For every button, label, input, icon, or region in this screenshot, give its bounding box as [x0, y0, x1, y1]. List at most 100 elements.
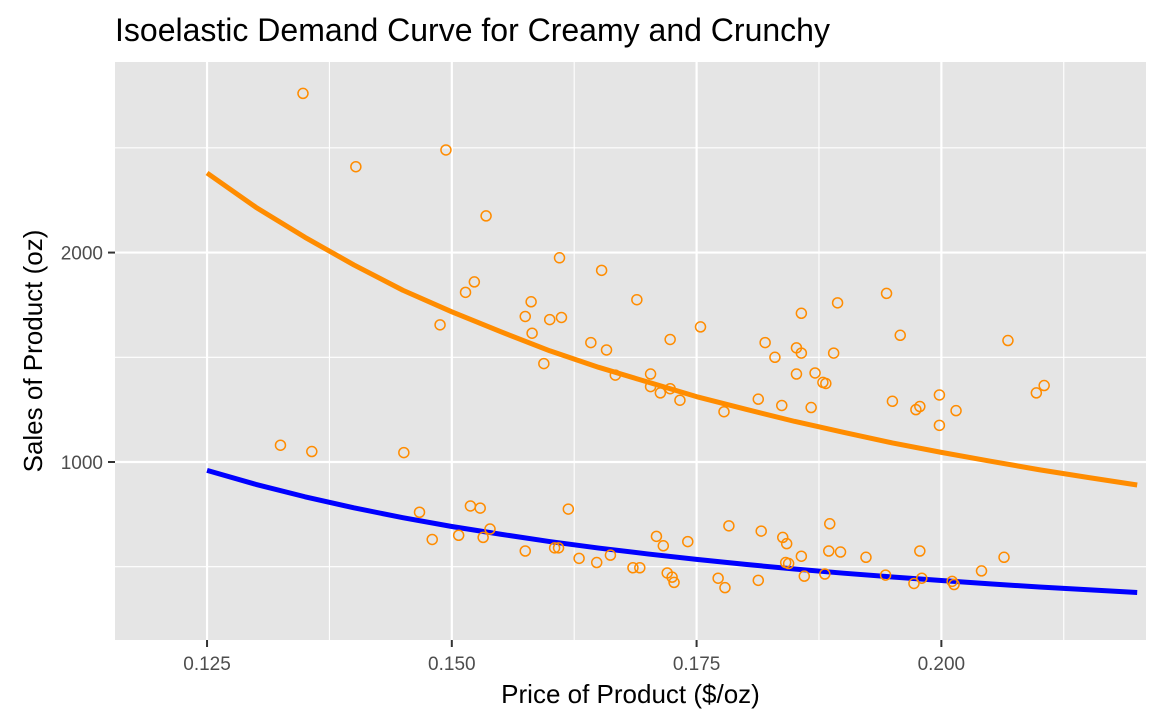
data-point: [908, 577, 920, 590]
data-point: [553, 252, 566, 264]
data-point: [769, 351, 781, 364]
data-point: [274, 439, 287, 451]
data-point: [723, 520, 735, 532]
data-point: [552, 542, 565, 554]
data-point: [440, 144, 452, 156]
y-axis-ticks: 1000 2000: [61, 244, 115, 474]
data-point: [666, 571, 678, 583]
data-point: [644, 380, 657, 393]
data-point: [752, 574, 765, 587]
data-point: [548, 542, 561, 554]
data-point: [474, 502, 486, 514]
y-tick-label: 2000: [61, 244, 103, 265]
data-point: [555, 311, 568, 324]
x-tick-label: 0.175: [673, 654, 721, 675]
data-point: [827, 347, 840, 359]
data-point: [480, 210, 492, 222]
data-point: [459, 286, 472, 299]
data-point: [657, 540, 670, 552]
data-point: [790, 368, 803, 380]
data-point: [664, 382, 676, 395]
data-point: [306, 445, 318, 458]
data-point: [609, 369, 622, 381]
data-point: [604, 549, 617, 561]
data-point: [998, 551, 1010, 564]
minor-gridlines: [115, 62, 1146, 640]
fitted-curves: [205, 170, 1138, 595]
y-tick-label: 1000: [61, 453, 103, 474]
data-point: [894, 329, 906, 342]
data-point: [916, 572, 928, 584]
data-point: [798, 570, 811, 582]
data-point: [650, 530, 663, 543]
data-point: [585, 336, 597, 349]
data-point: [644, 368, 657, 380]
data-point: [752, 393, 765, 405]
data-point: [820, 377, 832, 390]
data-point: [782, 557, 795, 570]
data-point: [914, 545, 926, 557]
data-point: [477, 531, 489, 544]
data-point: [664, 333, 676, 346]
data-point: [777, 531, 789, 544]
data-point: [543, 313, 556, 326]
data-point: [562, 503, 575, 515]
x-axis-title: Price of Product ($/oz): [501, 679, 760, 709]
data-point: [795, 307, 808, 320]
data-point: [718, 405, 730, 418]
data-point: [776, 399, 788, 412]
data-point: [526, 327, 538, 339]
data-points: [274, 87, 1050, 594]
data-point: [824, 518, 836, 530]
data-point: [519, 310, 531, 323]
data-point: [831, 297, 844, 309]
data-point: [595, 264, 608, 277]
data-point: [434, 319, 446, 331]
chart-title: Isoelastic Demand Curve for Creamy and C…: [115, 12, 830, 48]
data-point: [600, 344, 613, 356]
data-point: [682, 535, 694, 548]
data-point: [398, 446, 410, 459]
data-point: [538, 357, 550, 370]
data-point: [819, 568, 831, 580]
data-point: [860, 551, 872, 564]
data-point: [525, 296, 537, 308]
data-point: [880, 287, 893, 300]
data-point: [573, 552, 585, 565]
plot-panel: [115, 62, 1146, 640]
data-point: [631, 293, 643, 306]
major-gridlines: [115, 62, 1146, 640]
data-point: [1038, 379, 1050, 392]
data-point: [759, 336, 771, 349]
data-point: [933, 419, 946, 432]
data-point: [755, 525, 767, 537]
data-point: [426, 533, 438, 546]
data-point: [879, 569, 892, 581]
data-point: [674, 394, 686, 406]
data-point: [1002, 334, 1014, 347]
data-point: [975, 565, 988, 577]
y-axis-title: Sales of Product (oz): [18, 230, 48, 473]
x-axis-ticks: 0.125 0.150 0.175 0.200: [183, 640, 965, 675]
data-point: [780, 537, 793, 550]
data-point: [795, 347, 808, 359]
fitted-curve-top: [205, 170, 1138, 488]
data-point: [795, 550, 808, 562]
data-point: [519, 545, 531, 557]
data-point: [823, 545, 835, 557]
fitted-curve-bottom: [206, 467, 1138, 595]
data-point: [809, 367, 821, 379]
data-point: [805, 401, 817, 414]
data-point: [350, 160, 362, 173]
data-point: [1030, 387, 1043, 399]
data-point: [468, 276, 481, 288]
data-point: [694, 321, 707, 333]
data-point: [627, 562, 639, 574]
data-point: [719, 581, 731, 594]
data-point: [484, 523, 496, 535]
data-point: [933, 389, 946, 401]
data-point: [668, 576, 680, 589]
x-tick-label: 0.200: [918, 654, 966, 675]
data-point: [914, 400, 926, 413]
data-point: [452, 529, 465, 542]
